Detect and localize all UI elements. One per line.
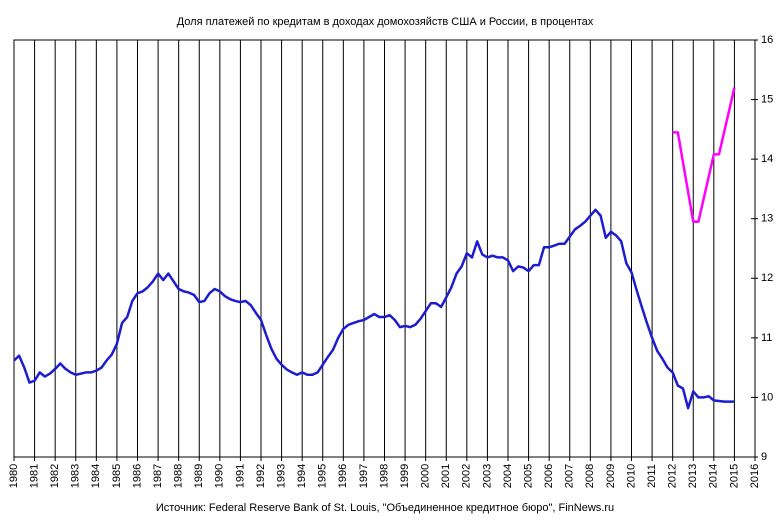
x-tick-label: 1981: [28, 464, 40, 488]
x-tick-label: 2000: [420, 464, 432, 488]
y-tick-label: 14: [761, 153, 773, 165]
x-tick-label: 1997: [358, 464, 370, 488]
x-tick-label: 2001: [440, 464, 452, 488]
x-tick-label: 2011: [646, 464, 658, 488]
x-tick-label: 2004: [502, 464, 514, 488]
x-tick-label: 1996: [337, 464, 349, 488]
x-tick-label: 2012: [667, 464, 679, 488]
x-tick-label: 1990: [214, 464, 226, 488]
y-tick-label: 10: [761, 391, 773, 403]
x-tick-label: 2008: [584, 464, 596, 488]
x-tick-label: 1989: [193, 464, 205, 488]
y-tick-label: 11: [761, 332, 772, 344]
y-tick-label: 12: [761, 272, 773, 284]
y-tick-label: 9: [761, 451, 767, 463]
x-tick-label: 1987: [152, 464, 164, 488]
x-tick-label: 1986: [131, 464, 143, 488]
x-tick-label: 2010: [625, 464, 637, 488]
y-tick-label: 15: [761, 93, 773, 105]
x-tick-label: 2007: [564, 464, 576, 488]
x-tick-label: 1992: [255, 464, 267, 488]
x-tick-label: 2014: [708, 464, 720, 488]
x-tick-label: 2013: [687, 464, 699, 488]
x-tick-label: 1994: [296, 464, 308, 488]
x-tick-label: 1982: [49, 464, 61, 488]
x-tick-label: 2003: [481, 464, 493, 488]
x-tick-label: 2002: [461, 464, 473, 488]
x-tick-label: 2009: [605, 464, 617, 488]
x-tick-label: 1995: [317, 464, 329, 488]
x-tick-label: 1984: [90, 464, 102, 488]
x-tick-label: 1980: [8, 464, 20, 488]
x-tick-label: 1998: [378, 464, 390, 488]
x-tick-label: 2006: [543, 464, 555, 488]
x-tick-label: 2015: [728, 464, 740, 488]
x-tick-label: 1983: [70, 464, 82, 488]
source-note: Источник: Federal Reserve Bank of St. Lo…: [156, 502, 614, 514]
x-tick-label: 1993: [275, 464, 287, 488]
x-tick-label: 1999: [399, 464, 411, 488]
data-line: [13, 208, 735, 410]
y-tick-label: 13: [761, 213, 773, 225]
data-line: [672, 87, 736, 223]
y-tick-label: 16: [761, 34, 773, 46]
x-tick-label: 1988: [173, 464, 185, 488]
x-tick-label: 1991: [234, 464, 246, 488]
x-tick-label: 2016: [749, 464, 761, 488]
x-tick-label: 2005: [522, 464, 534, 488]
chart-title: Доля платежей по кредитам в доходах домо…: [177, 16, 594, 28]
x-tick-label: 1985: [111, 464, 123, 488]
